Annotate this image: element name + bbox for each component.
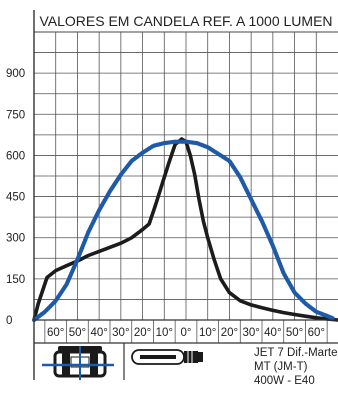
fixture-drawing-icon bbox=[42, 346, 114, 380]
x-tick-label: 20° bbox=[221, 327, 238, 339]
y-tick-label: 600 bbox=[6, 150, 25, 162]
chart-series bbox=[31, 137, 338, 323]
y-tick-label: 900 bbox=[6, 68, 25, 80]
x-tick-label: 20° bbox=[134, 327, 151, 339]
y-tick-label: 450 bbox=[6, 192, 25, 204]
x-tick-label: 10° bbox=[156, 327, 173, 339]
fixture-name: JET 7 Dif.-Martel. bbox=[254, 347, 338, 359]
x-tick-label: 30° bbox=[242, 327, 259, 339]
y-axis-ticks: 0 150 300 450 600 750 900 bbox=[6, 68, 25, 327]
y-tick-label: 300 bbox=[6, 233, 25, 245]
y-tick-label: 150 bbox=[6, 274, 25, 286]
x-tick-label: 50° bbox=[286, 327, 303, 339]
chart-grid bbox=[34, 32, 338, 343]
title-band bbox=[34, 10, 338, 32]
y-tick-label: 750 bbox=[6, 109, 25, 121]
x-tick-label: 30° bbox=[112, 327, 129, 339]
x-tick-label: 40° bbox=[264, 327, 281, 339]
lamp-icon bbox=[131, 349, 203, 365]
x-axis-ticks: 60° 50° 40° 30° 20° 10° 0° 10° 20° 30° 40° 50° 60° bbox=[47, 327, 325, 339]
x-tick-label: 0° bbox=[181, 327, 192, 339]
series-line-2 bbox=[31, 139, 336, 323]
y-tick-label: 0 bbox=[6, 315, 12, 327]
fixture-power: 400W - E40 bbox=[254, 375, 315, 387]
x-tick-label: 40° bbox=[90, 327, 107, 339]
chart-title: VALORES EM CANDELA REF. A 1000 LUMEN bbox=[39, 13, 332, 29]
x-tick-label: 60° bbox=[47, 327, 64, 339]
x-tick-label: 10° bbox=[199, 327, 216, 339]
fixture-model: MT (JM-T) bbox=[254, 361, 308, 373]
x-tick-label: 60° bbox=[308, 327, 325, 339]
x-tick-label: 50° bbox=[69, 327, 86, 339]
